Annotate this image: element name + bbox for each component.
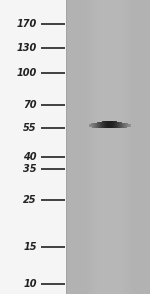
Bar xyxy=(66,0,150,294)
Bar xyxy=(97,0,122,294)
Text: 70: 70 xyxy=(23,100,37,110)
Bar xyxy=(87,0,132,294)
Bar xyxy=(107,0,112,294)
Text: 170: 170 xyxy=(16,19,37,29)
Bar xyxy=(99,0,120,294)
Bar xyxy=(90,0,129,294)
Text: 10: 10 xyxy=(23,279,37,289)
Text: 35: 35 xyxy=(23,164,37,174)
Text: 55: 55 xyxy=(23,123,37,133)
Bar xyxy=(94,0,124,294)
Text: 40: 40 xyxy=(23,152,37,162)
Bar xyxy=(92,0,127,294)
Text: 130: 130 xyxy=(16,44,37,54)
Text: 100: 100 xyxy=(16,68,37,78)
Text: 25: 25 xyxy=(23,195,37,205)
Bar xyxy=(105,0,114,294)
Bar xyxy=(102,0,117,294)
Text: 15: 15 xyxy=(23,242,37,252)
